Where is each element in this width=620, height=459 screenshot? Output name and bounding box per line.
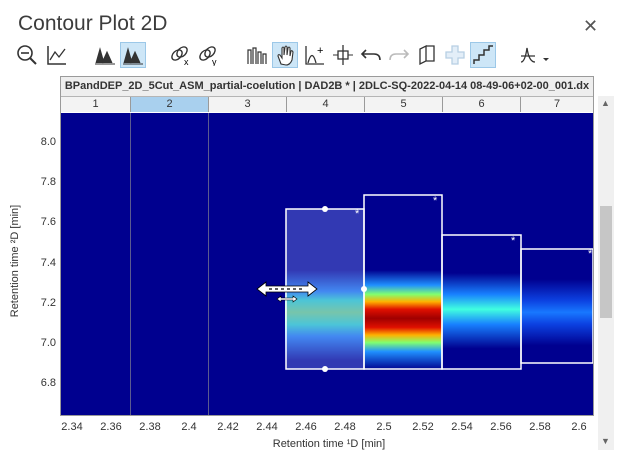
y-tick-label: 6.8 [40,377,56,389]
y-tick-label: 7.2 [40,297,56,309]
resize-handle[interactable] [322,206,328,212]
cut-strip: 1 2 3 4 5 6 7 [61,97,593,112]
y-tick-label: 7.4 [40,257,56,269]
pan-hand-icon[interactable] [272,42,298,68]
step-icon[interactable] [470,42,496,68]
y-tick-label: 7.6 [40,216,56,228]
x-tick-label: 2.34 [61,421,83,433]
title-bar: Contour Plot 2D ✕ [0,0,620,42]
box-marker: * [511,235,516,247]
x-tick-label: 2.42 [217,421,239,433]
axis-chart-icon[interactable] [44,42,70,68]
resize-handle[interactable] [322,366,328,372]
add-peak-icon[interactable]: + [302,42,328,68]
close-icon[interactable]: ✕ [583,16,599,36]
y-tick-label: 8.0 [40,136,56,148]
x-tick-label: 2.46 [295,421,317,433]
cut-6-signal [442,113,521,415]
svg-text:y: y [212,57,217,66]
x-tick-label: 2.44 [256,421,278,433]
x-tick-label: 2.52 [412,421,434,433]
peaks-icon[interactable] [92,42,118,68]
peak-box-7[interactable] [520,248,593,364]
y-axis-title: Retention time ²D [min] [9,204,21,318]
cut-4-signal [285,113,365,415]
split-icon[interactable] [330,42,356,68]
plot-frame [60,76,594,416]
file-label: BPandDEP_2D_5Cut_ASM_partial-coelution |… [61,77,593,97]
x-tick-label: 2.4 [181,421,197,433]
scroll-down-icon[interactable]: ▼ [601,436,610,446]
scrollbar-thumb[interactable] [600,206,612,318]
contour-plot[interactable]: * * * * [61,113,593,415]
cut-tab-6[interactable]: 6 [443,97,521,112]
y-tick-label: 7.0 [40,337,56,349]
zoom-out-icon[interactable] [14,42,40,68]
peaks-selected-icon[interactable] [120,42,146,68]
x-tick-label: 2.48 [334,421,356,433]
x-tick-label: 2.56 [490,421,512,433]
y-tick-label: 7.8 [40,176,56,188]
x-tick-label: 2.58 [529,421,551,433]
crosshair-icon[interactable] [442,42,468,68]
book-icon[interactable] [414,42,440,68]
box-marker: * [588,248,593,260]
redo-icon[interactable] [386,42,412,68]
cut-5-signal [364,113,442,415]
toolbar: x y + [14,42,604,72]
horizontal-resize-cursor-icon [256,281,318,303]
vertical-scrollbar[interactable]: ▲ ▼ [598,96,614,450]
scroll-up-icon[interactable]: ▲ [601,98,610,108]
cut-tab-2[interactable]: 2 [131,97,209,112]
cut-tab-4[interactable]: 4 [287,97,365,112]
x-tick-label: 2.36 [100,421,122,433]
svg-text:x: x [184,57,189,66]
window-title: Contour Plot 2D [18,12,168,35]
x-tick-label: 2.6 [571,421,587,433]
box-marker: * [355,208,360,220]
box-marker: * [433,195,438,207]
link-y-icon[interactable]: y [196,42,222,68]
x-tick-label: 2.38 [139,421,161,433]
cut-tab-3[interactable]: 3 [209,97,287,112]
resize-handle[interactable] [361,286,367,292]
signal-dropdown-icon[interactable] [518,42,552,68]
x-tick-label: 2.5 [376,421,392,433]
spectrum-icon[interactable] [244,42,270,68]
x-tick-label: 2.54 [451,421,473,433]
undo-icon[interactable] [358,42,384,68]
cut-tab-5[interactable]: 5 [365,97,443,112]
cut-tab-7[interactable]: 7 [521,97,593,112]
svg-text:+: + [317,45,323,57]
x-axis-title: Retention time ¹D [min] [272,438,386,450]
cut-tab-1[interactable]: 1 [61,97,131,112]
link-x-icon[interactable]: x [168,42,194,68]
cut-7-signal [521,113,593,415]
